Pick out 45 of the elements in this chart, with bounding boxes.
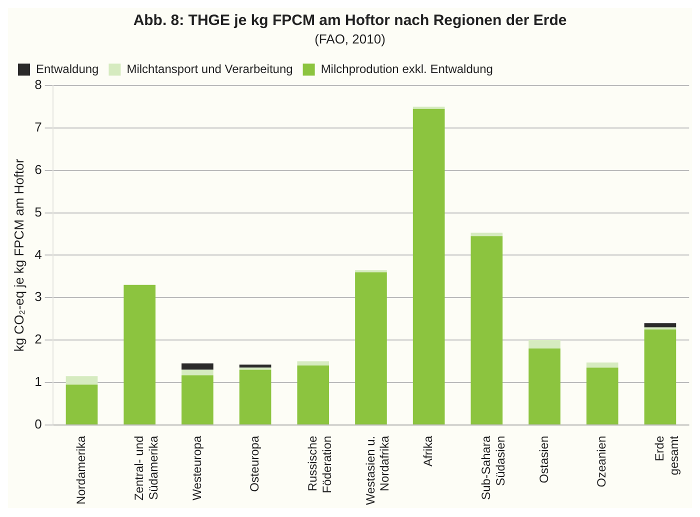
bar	[644, 323, 676, 328]
y-tick-label: 0	[34, 416, 42, 432]
bar	[182, 375, 214, 424]
x-tick-label: Westasien u. Nordafrika	[363, 436, 392, 506]
bar	[239, 364, 272, 368]
bar	[528, 340, 560, 349]
x-tick-label: Russische Föderation	[305, 436, 334, 494]
bar	[586, 368, 618, 424]
chart-title: Abb. 8: THGE je kg FPCM am Hoftor nach Regionen der Erde	[133, 12, 567, 30]
y-tick-label: 5	[34, 204, 42, 220]
y-tick-label: 6	[34, 162, 42, 177]
x-tick-label: Afrika	[421, 436, 436, 467]
chart-subtitle: (FAO, 2010)	[314, 31, 386, 46]
y-tick-label: 7	[34, 120, 42, 135]
bar	[586, 362, 618, 368]
bar	[412, 108, 445, 424]
y-tick-label: 4	[34, 246, 42, 262]
bar	[297, 361, 330, 366]
x-tick-label: Zentral- und Südamerika	[132, 436, 160, 501]
bar	[66, 384, 98, 424]
bar	[528, 348, 560, 424]
bar	[239, 370, 272, 424]
bar	[124, 284, 156, 424]
y-axis-title: kg CO₂-eq je kg FPCM am Hoftor	[11, 158, 26, 352]
x-tick-label: Westeuropa	[190, 436, 204, 500]
legend-label: Milchtansport und Verarbeitung	[126, 62, 293, 76]
x-tick-label: Sub-Sahara Südasien	[478, 436, 508, 500]
y-tick-label: 8	[34, 77, 42, 92]
x-tick-label: Ostasien	[536, 436, 551, 484]
bar	[644, 329, 676, 424]
bar	[297, 365, 330, 424]
bar	[66, 376, 98, 385]
y-tick-label: 1	[34, 374, 42, 390]
x-tick-label: Nordamerika	[74, 436, 88, 505]
y-tick-label: 3	[34, 289, 42, 304]
x-tick-label: Erde gesamt	[652, 435, 681, 476]
legend-label: Milchprodution exkl. Entwaldung	[320, 62, 493, 76]
x-tick-label: Ozeanien	[594, 436, 609, 488]
y-tick-label: 2	[34, 332, 42, 347]
bar	[182, 363, 214, 370]
x-tick-label: Osteuropa	[248, 436, 262, 492]
bar	[182, 370, 214, 376]
bar	[470, 236, 503, 424]
legend-label: Entwaldung	[36, 62, 99, 76]
bar	[355, 272, 387, 424]
